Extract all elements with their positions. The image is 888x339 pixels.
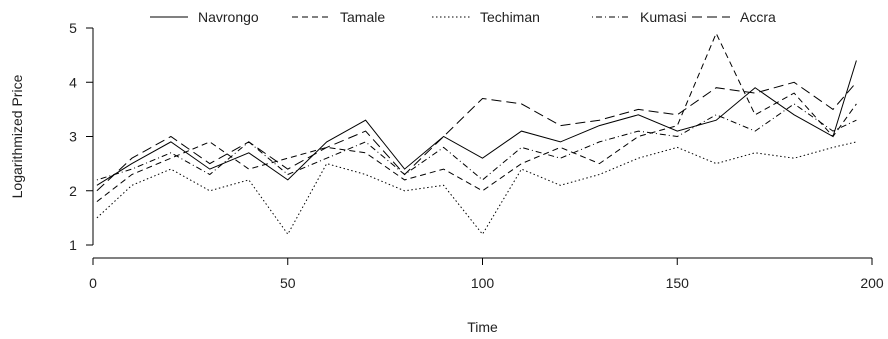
y-tick-label: 1 <box>69 237 77 253</box>
legend: Navrongo Tamale Techiman Kumasi Accra <box>150 9 776 25</box>
x-tick-label: 150 <box>666 275 690 291</box>
plot-area <box>96 32 857 236</box>
x-axis: 0 50 100 150 200 <box>89 257 884 291</box>
y-tick-label: 4 <box>69 74 77 90</box>
x-axis-title: Time <box>467 319 498 335</box>
y-tick-label: 2 <box>69 183 77 199</box>
y-tick-label: 3 <box>69 129 77 145</box>
series-line-accra <box>96 81 857 192</box>
x-tick-label: 0 <box>89 275 97 291</box>
legend-label-kumasi: Kumasi <box>640 9 687 25</box>
legend-label-accra: Accra <box>740 9 776 25</box>
series-line-techiman <box>96 141 857 236</box>
y-tick-label: 5 <box>69 20 77 36</box>
x-tick-label: 50 <box>280 275 296 291</box>
legend-label-tamale: Tamale <box>340 9 385 25</box>
x-tick-label: 200 <box>860 275 884 291</box>
legend-label-techiman: Techiman <box>480 9 540 25</box>
y-axis-title: Logarithmized Price <box>9 74 25 198</box>
y-axis: 1 2 3 4 5 <box>69 20 94 253</box>
legend-label-navrongo: Navrongo <box>198 9 259 25</box>
series-line-tamale <box>96 32 857 202</box>
x-tick-label: 100 <box>471 275 495 291</box>
series-line-navrongo <box>96 60 857 186</box>
